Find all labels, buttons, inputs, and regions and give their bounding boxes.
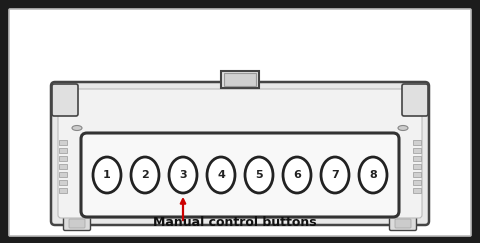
Ellipse shape [398,125,408,130]
Ellipse shape [283,157,311,193]
Text: 7: 7 [331,170,339,180]
Bar [59,180,67,185]
Text: 8: 8 [369,170,377,180]
Text: 3: 3 [179,170,187,180]
Bar [413,180,421,185]
Text: Manual control buttons: Manual control buttons [153,216,317,229]
Bar [59,164,67,169]
FancyBboxPatch shape [9,9,471,236]
Ellipse shape [72,125,82,130]
FancyBboxPatch shape [63,216,91,231]
FancyBboxPatch shape [224,73,256,86]
Text: 1: 1 [103,170,111,180]
Bar [59,156,67,161]
FancyBboxPatch shape [389,216,417,231]
FancyBboxPatch shape [58,89,422,218]
FancyBboxPatch shape [221,71,259,88]
FancyBboxPatch shape [81,133,399,217]
Bar [59,188,67,193]
Ellipse shape [245,157,273,193]
FancyBboxPatch shape [402,84,428,116]
Ellipse shape [131,157,159,193]
Bar [413,148,421,153]
Ellipse shape [169,157,197,193]
Bar [413,164,421,169]
Bar [59,140,67,145]
FancyBboxPatch shape [51,82,429,225]
Ellipse shape [207,157,235,193]
Bar [59,148,67,153]
Bar [413,172,421,177]
FancyBboxPatch shape [395,219,411,228]
Text: 2: 2 [141,170,149,180]
FancyBboxPatch shape [69,219,85,228]
Bar [413,156,421,161]
Bar [413,188,421,193]
Text: 6: 6 [293,170,301,180]
Ellipse shape [359,157,387,193]
Bar [59,172,67,177]
FancyBboxPatch shape [52,84,78,116]
Text: 4: 4 [217,170,225,180]
Text: 5: 5 [255,170,263,180]
Ellipse shape [321,157,349,193]
Bar [413,140,421,145]
Ellipse shape [93,157,121,193]
